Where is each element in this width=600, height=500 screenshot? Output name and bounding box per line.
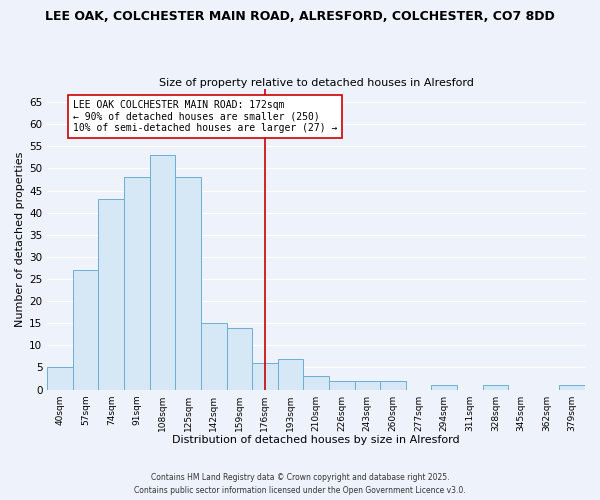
Bar [150, 155, 175, 390]
Bar [73, 270, 98, 390]
Text: LEE OAK, COLCHESTER MAIN ROAD, ALRESFORD, COLCHESTER, CO7 8DD: LEE OAK, COLCHESTER MAIN ROAD, ALRESFORD… [45, 10, 555, 23]
Title: Size of property relative to detached houses in Alresford: Size of property relative to detached ho… [159, 78, 473, 88]
Bar [201, 323, 227, 390]
Text: LEE OAK COLCHESTER MAIN ROAD: 172sqm
← 90% of detached houses are smaller (250)
: LEE OAK COLCHESTER MAIN ROAD: 172sqm ← 9… [73, 100, 337, 133]
Bar [304, 376, 329, 390]
Bar [329, 380, 355, 390]
Text: Contains HM Land Registry data © Crown copyright and database right 2025.
Contai: Contains HM Land Registry data © Crown c… [134, 474, 466, 495]
Bar [431, 385, 457, 390]
Bar [175, 178, 201, 390]
Bar [380, 380, 406, 390]
Bar [98, 200, 124, 390]
Bar [124, 178, 150, 390]
Y-axis label: Number of detached properties: Number of detached properties [15, 152, 25, 327]
Bar [482, 385, 508, 390]
Bar [278, 358, 304, 390]
Bar [227, 328, 252, 390]
X-axis label: Distribution of detached houses by size in Alresford: Distribution of detached houses by size … [172, 435, 460, 445]
Bar [355, 380, 380, 390]
Bar [559, 385, 585, 390]
Bar [47, 368, 73, 390]
Bar [252, 363, 278, 390]
